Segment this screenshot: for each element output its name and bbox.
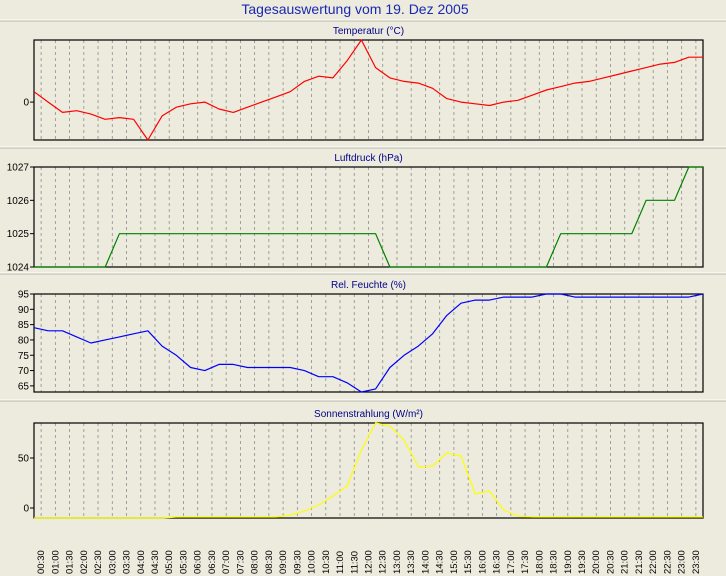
- x-tick-label: 16:30: [492, 550, 503, 574]
- x-tick-label: 02:00: [79, 550, 90, 574]
- series-line-humidity: [33, 293, 704, 393]
- x-tick-label: 21:30: [634, 550, 645, 574]
- panel-2: Luftdruck (hPa) 1024 1025 1026 1027: [7, 153, 704, 274]
- series-line-pressure: [34, 166, 703, 268]
- panel-3: Rel. Feuchte (%) 65 70 75 80 85 90 95: [18, 280, 704, 393]
- x-tick-label: 12:00: [364, 550, 375, 574]
- x-tick-label: 03:00: [107, 550, 118, 574]
- x-tick-label: 20:00: [591, 550, 602, 574]
- x-tick-label: 18:00: [534, 550, 545, 574]
- plot-frame: [33, 293, 704, 393]
- x-tick-label: 22:30: [662, 550, 673, 574]
- x-tick-label: 15:30: [463, 550, 474, 574]
- x-tick-label: 02:30: [93, 550, 104, 574]
- panel-4: Sonnenstrahlung (W/m²) 0 50: [18, 409, 704, 519]
- x-tick-label: 05:30: [178, 550, 189, 574]
- y-tick-label: 50: [18, 454, 30, 465]
- x-tick-label: 04:00: [136, 550, 147, 574]
- panel-title: Sonnenstrahlung (W/m²): [314, 409, 423, 420]
- x-tick-label: 16:00: [477, 550, 488, 574]
- x-tick-label: 13:30: [406, 550, 417, 574]
- y-tick-label: 0: [23, 98, 29, 109]
- x-tick-label: 21:00: [620, 550, 631, 574]
- x-tick-label: 06:00: [193, 550, 204, 574]
- x-tick-label: 03:30: [122, 550, 133, 574]
- x-tick-label: 18:30: [549, 550, 560, 574]
- x-tick-label: 10:30: [321, 550, 332, 574]
- panel-1: Temperatur (°C) 0: [23, 26, 704, 141]
- x-tick-label: 11:00: [335, 551, 346, 574]
- y-tick-label: 80: [18, 335, 30, 346]
- x-tick-label: 23:00: [677, 550, 688, 574]
- x-tick-label: 12:30: [378, 550, 389, 574]
- x-tick-label: 14:30: [435, 550, 446, 574]
- y-tick-label: 70: [18, 366, 30, 377]
- x-tick-label: 14:00: [420, 550, 431, 574]
- series-line-radiation: [34, 422, 703, 519]
- y-tick-label: 90: [18, 305, 30, 316]
- y-tick-label: 65: [18, 381, 30, 392]
- x-tick-label: 09:00: [278, 550, 289, 574]
- x-tick-label: 22:00: [648, 550, 659, 574]
- x-tick-label: 11:30: [349, 551, 360, 574]
- x-tick-label: 05:00: [164, 550, 175, 574]
- x-tick-label: 04:30: [150, 550, 161, 574]
- y-tick-label: 0: [23, 504, 29, 515]
- x-tick-label: 15:00: [449, 550, 460, 574]
- x-tick-label: 23:30: [691, 550, 702, 574]
- panel-title: Rel. Feuchte (%): [331, 280, 406, 291]
- y-tick-label: 1024: [7, 263, 30, 274]
- panel-title: Luftdruck (hPa): [334, 153, 402, 164]
- y-tick-label: 1027: [7, 163, 30, 174]
- plot-frame: [33, 166, 704, 268]
- x-tick-label: 01:00: [50, 550, 61, 574]
- x-tick-label: 19:30: [577, 550, 588, 574]
- x-tick-label: 08:30: [264, 550, 275, 574]
- x-tick-label: 20:30: [605, 550, 616, 574]
- y-tick-label: 1025: [7, 229, 30, 240]
- y-tick-label: 75: [18, 351, 30, 362]
- x-tick-label: 08:00: [250, 550, 261, 574]
- x-tick-label: 17:30: [520, 550, 531, 574]
- plot-frame: [33, 39, 704, 141]
- y-tick-label: 85: [18, 320, 30, 331]
- x-tick-label: 06:30: [207, 550, 218, 574]
- x-tick-label: 17:00: [506, 550, 517, 574]
- x-tick-label: 00:30: [36, 550, 47, 574]
- plot-frame: [33, 422, 704, 519]
- x-tick-label: 01:30: [65, 550, 76, 574]
- x-tick-label: 09:30: [292, 550, 303, 574]
- y-tick-label: 95: [18, 290, 30, 301]
- x-tick-label: 07:00: [221, 550, 232, 574]
- x-tick-label: 19:00: [563, 550, 574, 574]
- main-title: Tagesauswertung vom 19. Dez 2005: [241, 1, 468, 17]
- x-tick-label: 13:00: [392, 550, 403, 574]
- panel-title: Temperatur (°C): [333, 26, 404, 37]
- series-line-temperature: [33, 39, 703, 141]
- x-tick-label: 10:00: [307, 550, 318, 574]
- y-tick-label: 1026: [7, 196, 30, 207]
- x-tick-label: 07:30: [235, 550, 246, 574]
